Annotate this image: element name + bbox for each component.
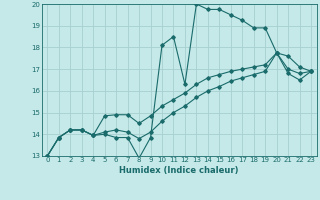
- X-axis label: Humidex (Indice chaleur): Humidex (Indice chaleur): [119, 166, 239, 175]
